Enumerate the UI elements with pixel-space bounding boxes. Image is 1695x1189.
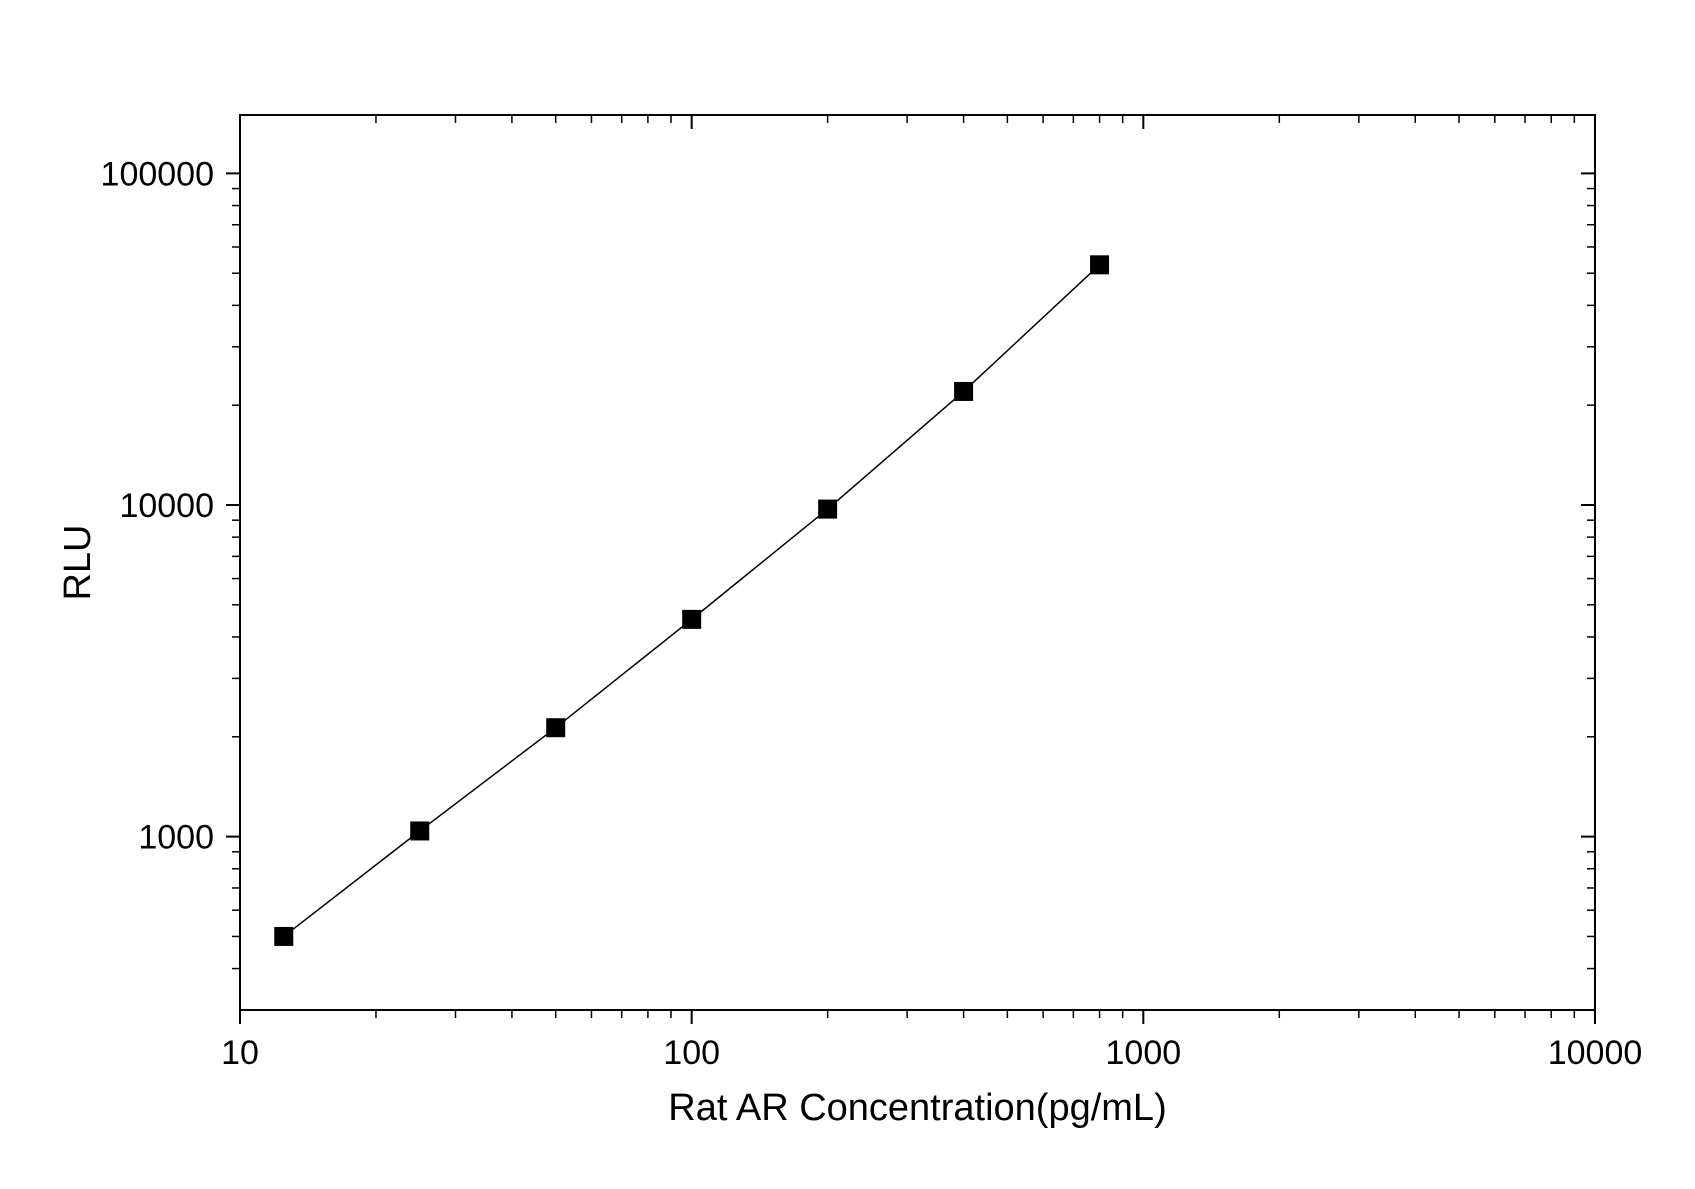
y-axis-label: RLU bbox=[57, 524, 99, 600]
y-tick-label: 100000 bbox=[101, 155, 214, 193]
y-tick-label: 10000 bbox=[119, 487, 214, 525]
data-marker bbox=[683, 610, 701, 628]
y-tick-label: 1000 bbox=[138, 819, 214, 857]
data-marker bbox=[275, 927, 293, 945]
data-marker bbox=[955, 382, 973, 400]
data-marker bbox=[819, 500, 837, 518]
data-marker bbox=[547, 719, 565, 737]
data-marker bbox=[1091, 256, 1109, 274]
x-tick-label: 1000 bbox=[1106, 1034, 1182, 1072]
x-tick-label: 10 bbox=[221, 1034, 259, 1072]
chart-svg: 10 100 1000 10000 1000 10000 100000 Rat AR Conc… bbox=[0, 0, 1695, 1189]
x-axis-label: Rat AR Concentration(pg/mL) bbox=[668, 1087, 1166, 1129]
data-marker bbox=[411, 822, 429, 840]
x-tick-label: 10000 bbox=[1548, 1034, 1643, 1072]
x-tick-label: 100 bbox=[663, 1034, 720, 1072]
chart-container: 10 100 1000 10000 1000 10000 100000 Rat AR Conc… bbox=[0, 0, 1695, 1189]
